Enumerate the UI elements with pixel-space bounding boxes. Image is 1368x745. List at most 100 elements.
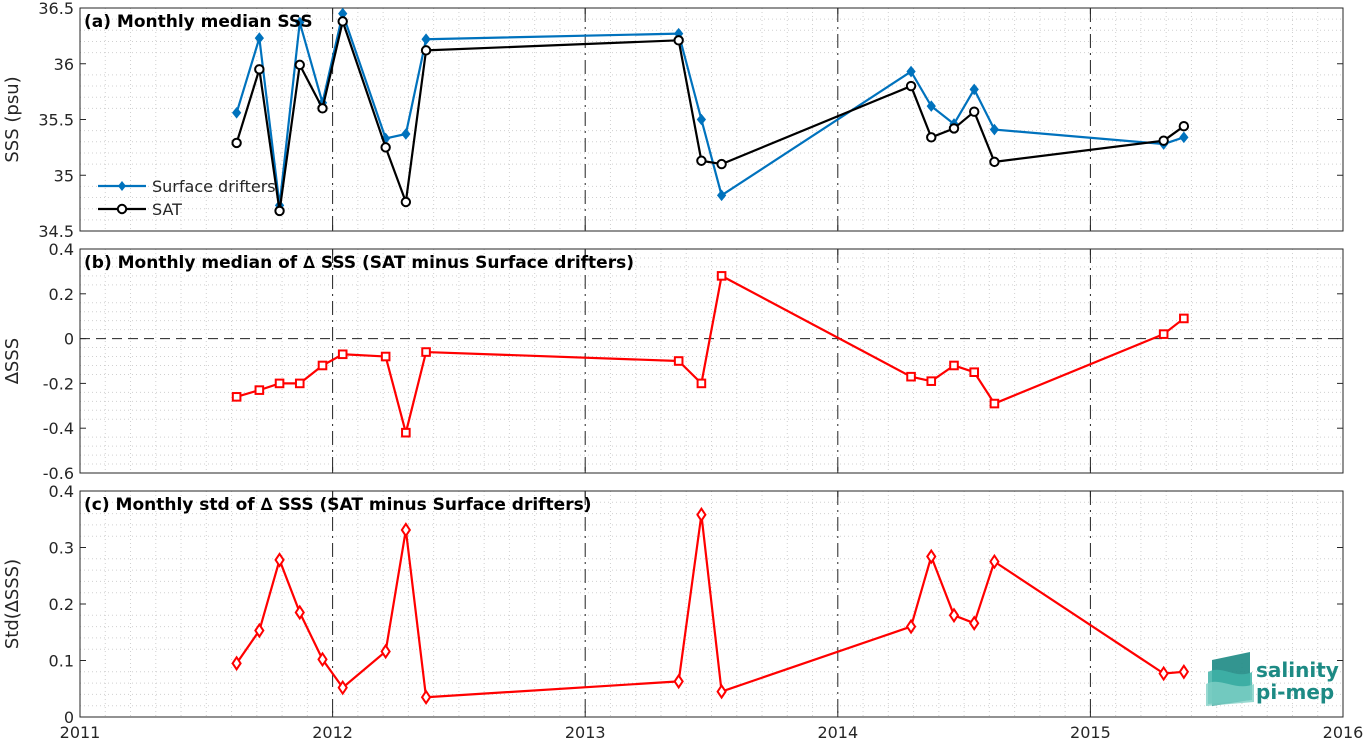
x-tick-label: 2014 <box>817 723 858 742</box>
data-point <box>969 83 979 96</box>
y-tick-label: 0 <box>64 708 74 727</box>
data-point <box>401 427 411 438</box>
data-point <box>337 16 348 27</box>
data-point <box>420 45 432 56</box>
data-point <box>673 356 684 366</box>
data-point <box>294 59 305 71</box>
data-point <box>948 607 960 624</box>
data-point <box>716 189 727 202</box>
data-point <box>274 552 285 568</box>
data-point <box>716 683 727 700</box>
x-tick-label: 2016 <box>1323 723 1364 742</box>
y-tick-label: 0.3 <box>49 539 74 558</box>
panel-a: 34.5 35 35.5 36 36.5 SSS (psu) (a) Monthly med… <box>2 0 1344 241</box>
data-point <box>317 651 328 668</box>
data-point <box>1178 663 1190 680</box>
data-point <box>696 378 707 389</box>
data-point <box>294 604 305 621</box>
data-point <box>716 158 727 170</box>
data-point <box>337 679 348 696</box>
data-point <box>317 103 328 114</box>
data-point <box>673 35 684 46</box>
series-sat <box>231 16 1190 217</box>
y-tick-label: 36 <box>54 55 74 74</box>
data-point <box>380 643 391 660</box>
data-point <box>1179 131 1189 144</box>
y-tick-label: 35.5 <box>38 111 74 130</box>
data-point <box>231 655 242 672</box>
y-tick-label: -0.4 <box>43 419 74 438</box>
data-point <box>696 506 707 523</box>
data-point <box>1158 665 1169 682</box>
data-point <box>231 392 242 402</box>
legend-marker <box>116 203 128 215</box>
plot-area <box>80 8 1343 231</box>
data-point <box>1179 313 1189 324</box>
y-tick-label: 35 <box>54 166 74 185</box>
y-axis-label: Std(∆SSS) <box>2 559 23 649</box>
data-point <box>254 385 265 395</box>
data-point <box>989 553 1000 570</box>
y-tick-label: 0.2 <box>49 285 74 304</box>
data-point <box>926 376 937 386</box>
minor-grid <box>80 491 1343 717</box>
y-tick-label: 0.4 <box>49 482 74 501</box>
data-point <box>906 65 916 78</box>
data-point <box>317 360 328 371</box>
series-delta-2 <box>231 506 1190 706</box>
panel-title: (b) Monthly median of ∆ SSS (SAT minus S… <box>84 253 634 273</box>
x-axis-labels: 2011 2012 2013 2014 2015 2016 <box>60 723 1364 742</box>
data-point <box>969 615 980 632</box>
data-point <box>948 123 960 134</box>
data-point <box>421 33 431 46</box>
y-tick-label: -0.2 <box>43 374 74 393</box>
data-point <box>231 107 242 119</box>
data-point <box>400 196 412 208</box>
logo-wave <box>1206 681 1254 706</box>
data-point <box>1158 135 1169 146</box>
x-tick-label: 2011 <box>60 723 101 742</box>
data-point <box>905 618 917 635</box>
legend-marker <box>118 181 126 191</box>
data-point <box>673 673 684 690</box>
y-tick-label: -0.6 <box>43 464 74 483</box>
series-delta-1 <box>231 271 1189 438</box>
legend-label: Surface drifters <box>152 177 276 196</box>
data-point <box>906 371 916 382</box>
y-tick-label: 0.1 <box>49 652 74 671</box>
data-point <box>989 156 1000 168</box>
data-point <box>905 80 917 92</box>
y-tick-label: 36.5 <box>38 0 74 18</box>
data-point <box>969 106 980 117</box>
data-point <box>401 128 411 140</box>
data-point <box>274 205 285 217</box>
data-point <box>380 142 391 153</box>
data-point <box>696 113 707 126</box>
logo-text-pi-mep: pi-mep <box>1256 680 1334 704</box>
data-point <box>254 622 265 639</box>
data-point <box>716 271 727 281</box>
y-tick-label: 0 <box>64 330 74 349</box>
logo-text-salinity: salinity <box>1256 658 1339 682</box>
panel-title: (a) Monthly median SSS <box>84 12 313 32</box>
data-point <box>231 137 242 149</box>
data-point <box>254 32 264 44</box>
data-point <box>294 378 305 389</box>
y-axis-label: SSS (psu) <box>2 76 23 162</box>
legend: Surface drifters SAT <box>98 177 276 219</box>
data-point <box>926 132 937 143</box>
y-tick-label: 34.5 <box>38 222 74 241</box>
data-point <box>989 398 1000 409</box>
data-point <box>969 367 980 377</box>
panel-b: -0.6 -0.4 -0.2 0 0.2 0.4 ∆SSS (b) Monthly media… <box>2 240 1344 483</box>
panel-c: 0 0.1 0.2 0.3 0.4 Std(∆SSS) (c) Monthly std of… <box>2 482 1344 727</box>
data-point <box>1158 329 1169 339</box>
data-point <box>926 100 936 112</box>
data-point <box>274 378 285 389</box>
data-point <box>1178 120 1190 132</box>
data-point <box>254 64 265 75</box>
x-tick-label: 2012 <box>312 723 353 742</box>
axes-box <box>79 248 1344 474</box>
